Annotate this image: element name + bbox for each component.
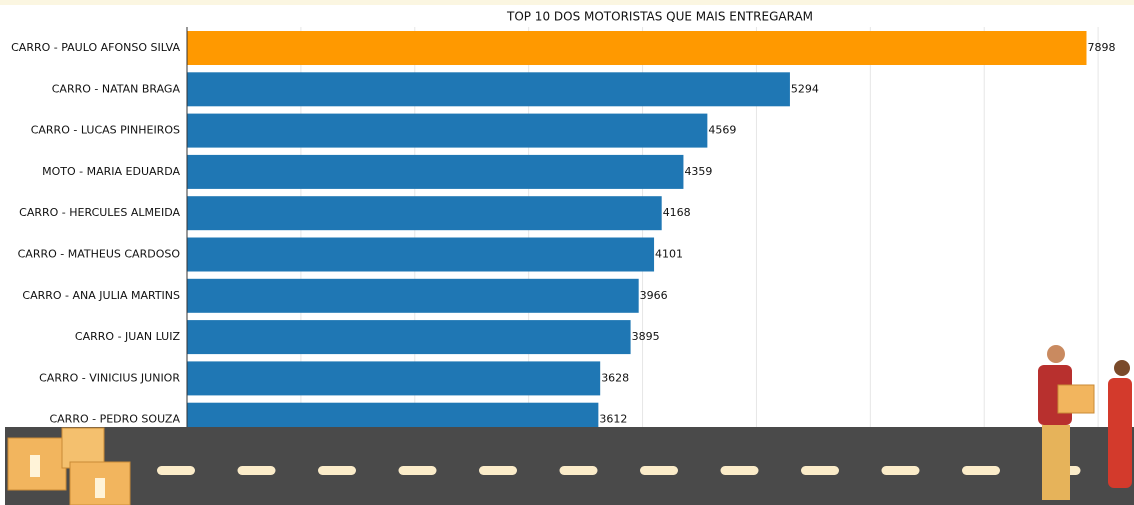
y-tick-label: CARRO - JUAN LUIZ bbox=[75, 330, 181, 343]
chart-title: TOP 10 DOS MOTORISTAS QUE MAIS ENTREGARA… bbox=[506, 10, 813, 24]
bar bbox=[187, 278, 639, 313]
bar bbox=[187, 113, 708, 148]
y-tick-label: CARRO - ANA JULIA MARTINS bbox=[22, 289, 180, 302]
road-dash bbox=[479, 466, 517, 475]
road bbox=[5, 345, 1134, 505]
road-dash bbox=[881, 466, 920, 475]
bar bbox=[187, 361, 601, 396]
y-tick-label: CARRO - VINICIUS JUNIOR bbox=[39, 371, 180, 384]
road-dash bbox=[559, 466, 598, 475]
top-strip bbox=[0, 0, 1134, 5]
value-label: 3612 bbox=[599, 413, 627, 426]
bar bbox=[187, 237, 655, 272]
road-dash bbox=[640, 466, 678, 475]
road-dash bbox=[801, 466, 839, 475]
value-label: 7898 bbox=[1087, 41, 1115, 54]
bar bbox=[187, 154, 684, 189]
value-label: 3895 bbox=[632, 330, 660, 343]
value-label: 4168 bbox=[663, 206, 691, 219]
value-label: 4569 bbox=[708, 124, 736, 137]
road-dash bbox=[318, 466, 356, 475]
value-label: 3628 bbox=[601, 371, 629, 384]
y-tick-label: CARRO - LUCAS PINHEIROS bbox=[31, 124, 180, 137]
bar bbox=[187, 31, 1087, 65]
bar bbox=[187, 72, 790, 107]
y-tick-label: CARRO - HERCULES ALMEIDA bbox=[19, 206, 180, 219]
road-dash bbox=[398, 466, 437, 475]
value-label: 4359 bbox=[684, 165, 712, 178]
y-tick-label: CARRO - PAULO AFONSO SILVA bbox=[11, 41, 180, 54]
boxes-illustration bbox=[7, 427, 131, 505]
y-tick-label: CARRO - NATAN BRAGA bbox=[52, 82, 181, 95]
value-label: 5294 bbox=[791, 82, 819, 95]
y-tick-label: MOTO - MARIA EDUARDA bbox=[42, 165, 180, 178]
road-dash bbox=[237, 466, 276, 475]
value-label: 4101 bbox=[655, 248, 683, 261]
bar bbox=[187, 320, 631, 355]
road-dash bbox=[720, 466, 759, 475]
y-tick-label: CARRO - PEDRO SOUZA bbox=[49, 413, 180, 426]
people-illustration bbox=[1038, 345, 1132, 500]
road-dash bbox=[962, 466, 1000, 475]
bar bbox=[187, 196, 662, 231]
y-tick-label: CARRO - MATHEUS CARDOSO bbox=[18, 248, 181, 261]
road-dash bbox=[157, 466, 195, 475]
value-label: 3966 bbox=[640, 289, 668, 302]
